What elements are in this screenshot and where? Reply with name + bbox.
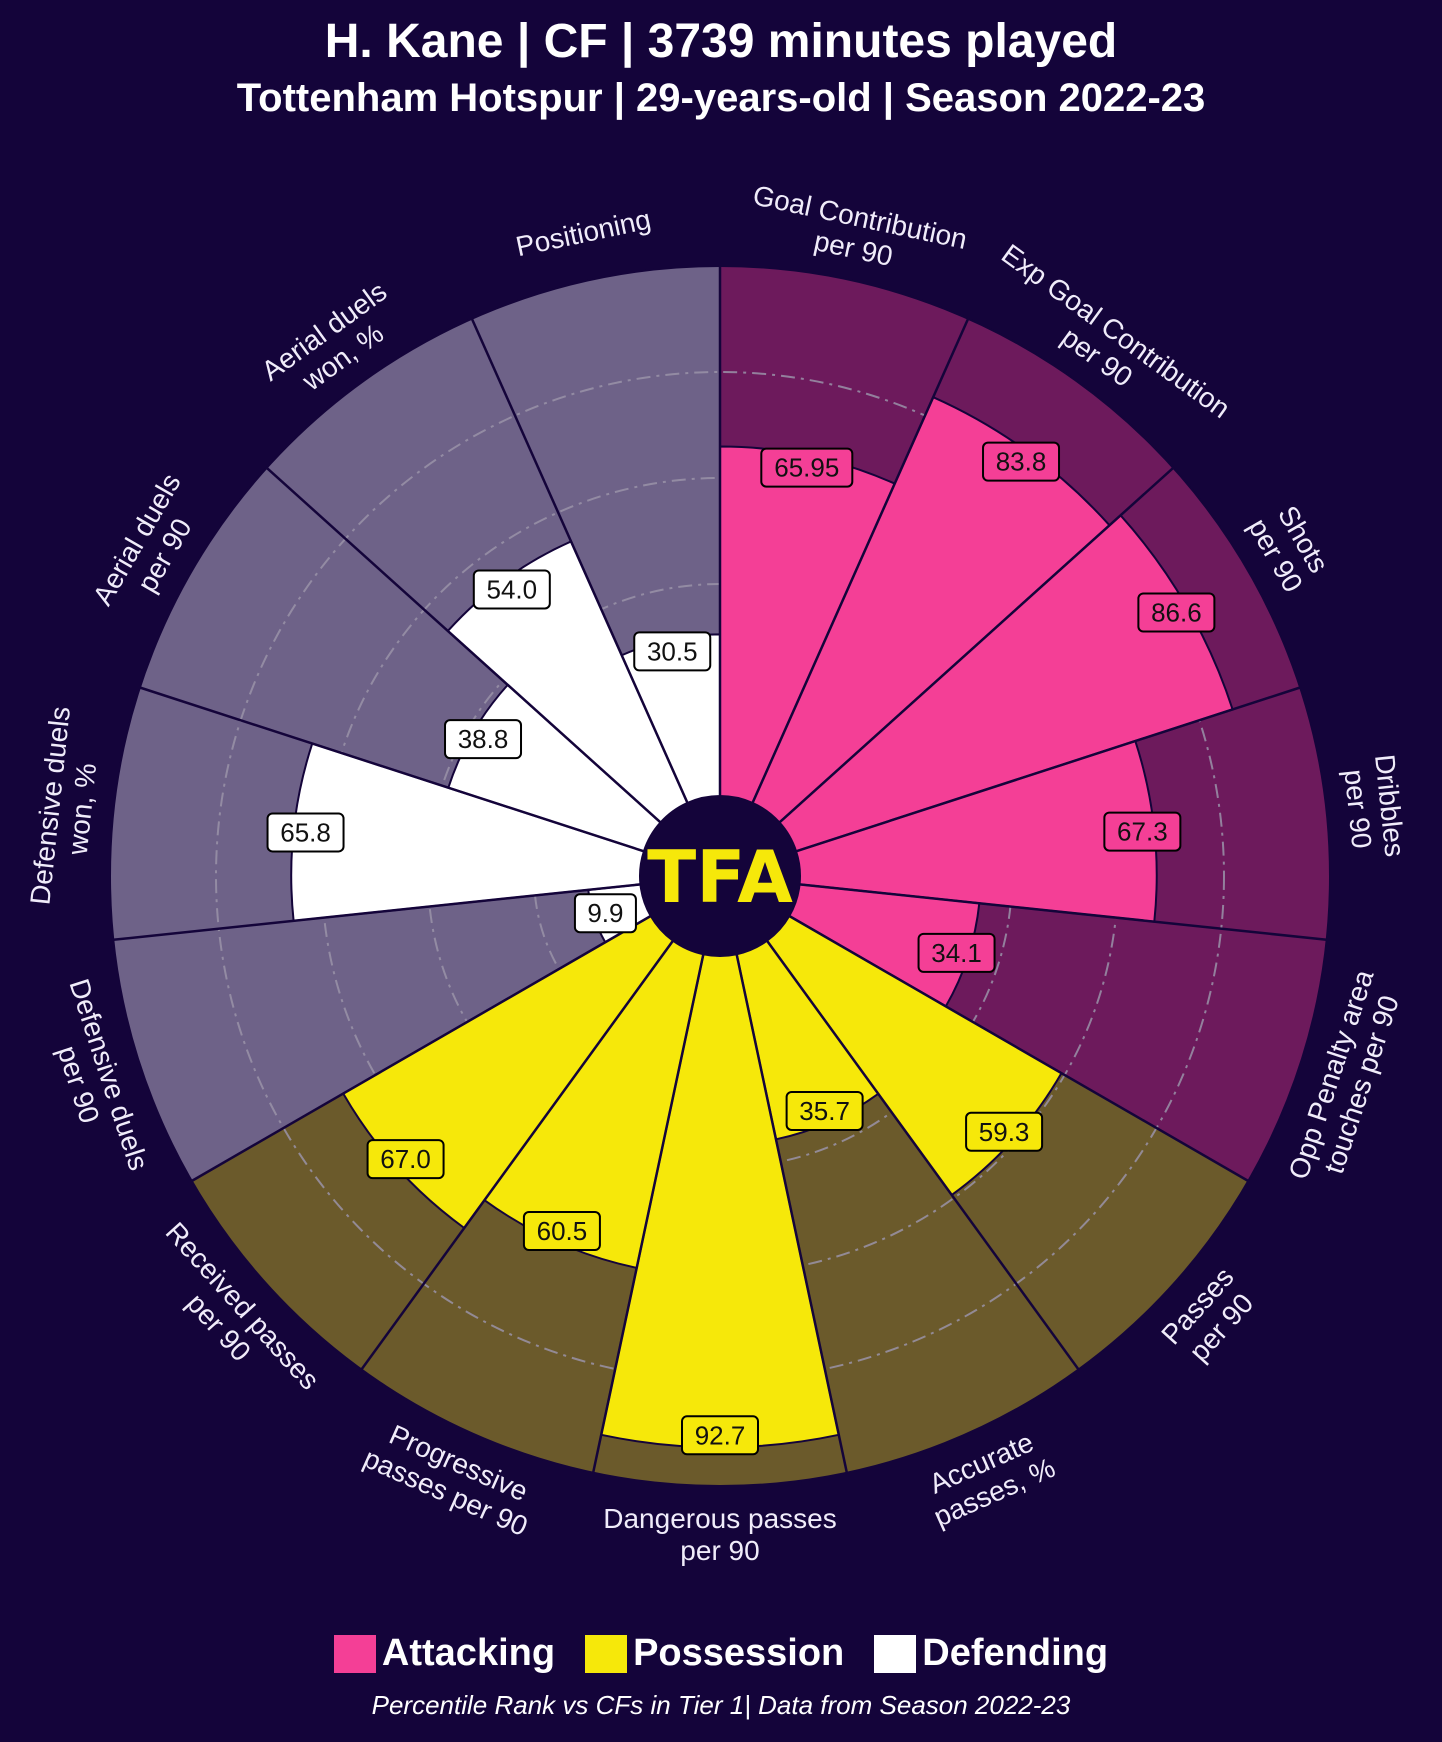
value-label-text: 38.8: [458, 724, 509, 754]
value-label-box: [633, 631, 712, 672]
value-label: 59.3: [965, 1111, 1044, 1152]
wedge-separator: [113, 883, 641, 942]
value-label-text: 59.3: [979, 1117, 1030, 1147]
value-label-text: 92.7: [695, 1420, 746, 1450]
wedge-separator: [766, 939, 1080, 1371]
value-label-box: [982, 441, 1061, 482]
value-label-box: [366, 1139, 445, 1180]
legend-item-defending: Defending: [874, 1632, 1108, 1675]
wedge-separator: [360, 939, 674, 1371]
value-label-text: 35.7: [799, 1096, 850, 1126]
outer-ring: [109, 265, 1331, 1487]
center-logo-disc: [640, 796, 800, 956]
value-label-box: [573, 893, 637, 934]
value-label: 38.8: [444, 719, 523, 760]
value-label-box: [472, 569, 551, 610]
value-label-text: 83.8: [996, 447, 1047, 477]
value-label-box: [760, 447, 854, 488]
value-label-text: 30.5: [647, 636, 698, 666]
value-label-box: [266, 812, 345, 853]
value-label: 67.3: [1103, 811, 1182, 852]
legend-label-attacking: Attacking: [381, 1632, 556, 1674]
value-label: 65.8: [266, 812, 345, 853]
wedge-separator: [751, 318, 970, 804]
category-label-line: Dangerous passes: [603, 1503, 836, 1534]
value-label-box: [1137, 592, 1216, 633]
category-label: Positioning: [513, 203, 653, 262]
value-label: 86.6: [1137, 592, 1216, 633]
value-label: 54.0: [472, 569, 551, 610]
value-label-box: [681, 1415, 759, 1456]
wedge-value: [600, 953, 840, 1449]
value-label-text: 60.5: [537, 1216, 588, 1246]
legend-label-defending: Defending: [922, 1632, 1109, 1674]
value-label: 67.0: [366, 1139, 445, 1180]
wedge-separator: [735, 953, 849, 1473]
wedge-separator: [799, 883, 1327, 942]
value-label: 92.7: [681, 1415, 759, 1456]
legend-swatch-possession: [585, 1634, 628, 1673]
value-label: 35.7: [785, 1090, 864, 1131]
value-label-box: [965, 1111, 1044, 1152]
value-label: 9.9: [573, 893, 637, 934]
value-label: 83.8: [982, 441, 1061, 482]
value-label-text: 67.0: [380, 1144, 431, 1174]
value-label-text: 65.95: [774, 453, 839, 483]
footnote: Percentile Rank vs CFs in Tier 1| Data f…: [371, 1690, 1071, 1720]
wedge-separator: [795, 686, 1301, 853]
value-label: 65.95: [760, 447, 854, 488]
value-labels: 65.95 83.8 86.6 67.3 34.1 59.3 35.7 92.7 60.5 67.…: [266, 441, 1216, 1456]
wedge-separator: [470, 318, 689, 804]
value-label-text: 54.0: [487, 574, 538, 604]
wedge-separator: [139, 686, 645, 853]
category-label-line: per 90: [680, 1535, 759, 1566]
wedge-separator: [265, 466, 662, 824]
chart-subtitle: Tottenham Hotspur | 29-years-old | Seaso…: [236, 76, 1206, 120]
value-label-text: 67.3: [1117, 817, 1168, 847]
legend-swatch-defending: [874, 1634, 917, 1673]
tfa-logo: TFA: [647, 835, 793, 919]
value-label-box: [444, 719, 523, 760]
value-label: 30.5: [633, 631, 712, 672]
legend-item-attacking: Attacking: [333, 1632, 556, 1675]
wedge-separator: [778, 466, 1175, 824]
wedge-separator: [591, 953, 705, 1473]
legend-label-possession: Possession: [633, 1632, 845, 1674]
value-label: 34.1: [917, 932, 996, 973]
value-label: 60.5: [522, 1211, 601, 1252]
legend-item-possession: Possession: [585, 1632, 844, 1675]
value-label-box: [1103, 811, 1182, 852]
legend-swatch-attacking: [333, 1634, 376, 1673]
value-label-text: 86.6: [1151, 598, 1202, 628]
legend: Attacking Possession Defending: [0, 1632, 1442, 1675]
value-label-text: 34.1: [931, 938, 982, 968]
wedge-separator: [788, 914, 1249, 1183]
value-label-box: [785, 1090, 864, 1131]
wedge-background: [113, 884, 651, 1181]
wedge-separators: [109, 265, 1331, 1487]
value-label-box: [522, 1211, 601, 1252]
wedge-separator: [191, 914, 652, 1183]
value-label-box: [917, 932, 996, 973]
center-logo: TFA: [640, 796, 800, 956]
value-label-text: 65.8: [280, 817, 331, 847]
value-label-text: 9.9: [587, 898, 623, 928]
category-label-line: Positioning: [513, 203, 653, 262]
chart-title: H. Kane | CF | 3739 minutes played: [324, 15, 1118, 68]
